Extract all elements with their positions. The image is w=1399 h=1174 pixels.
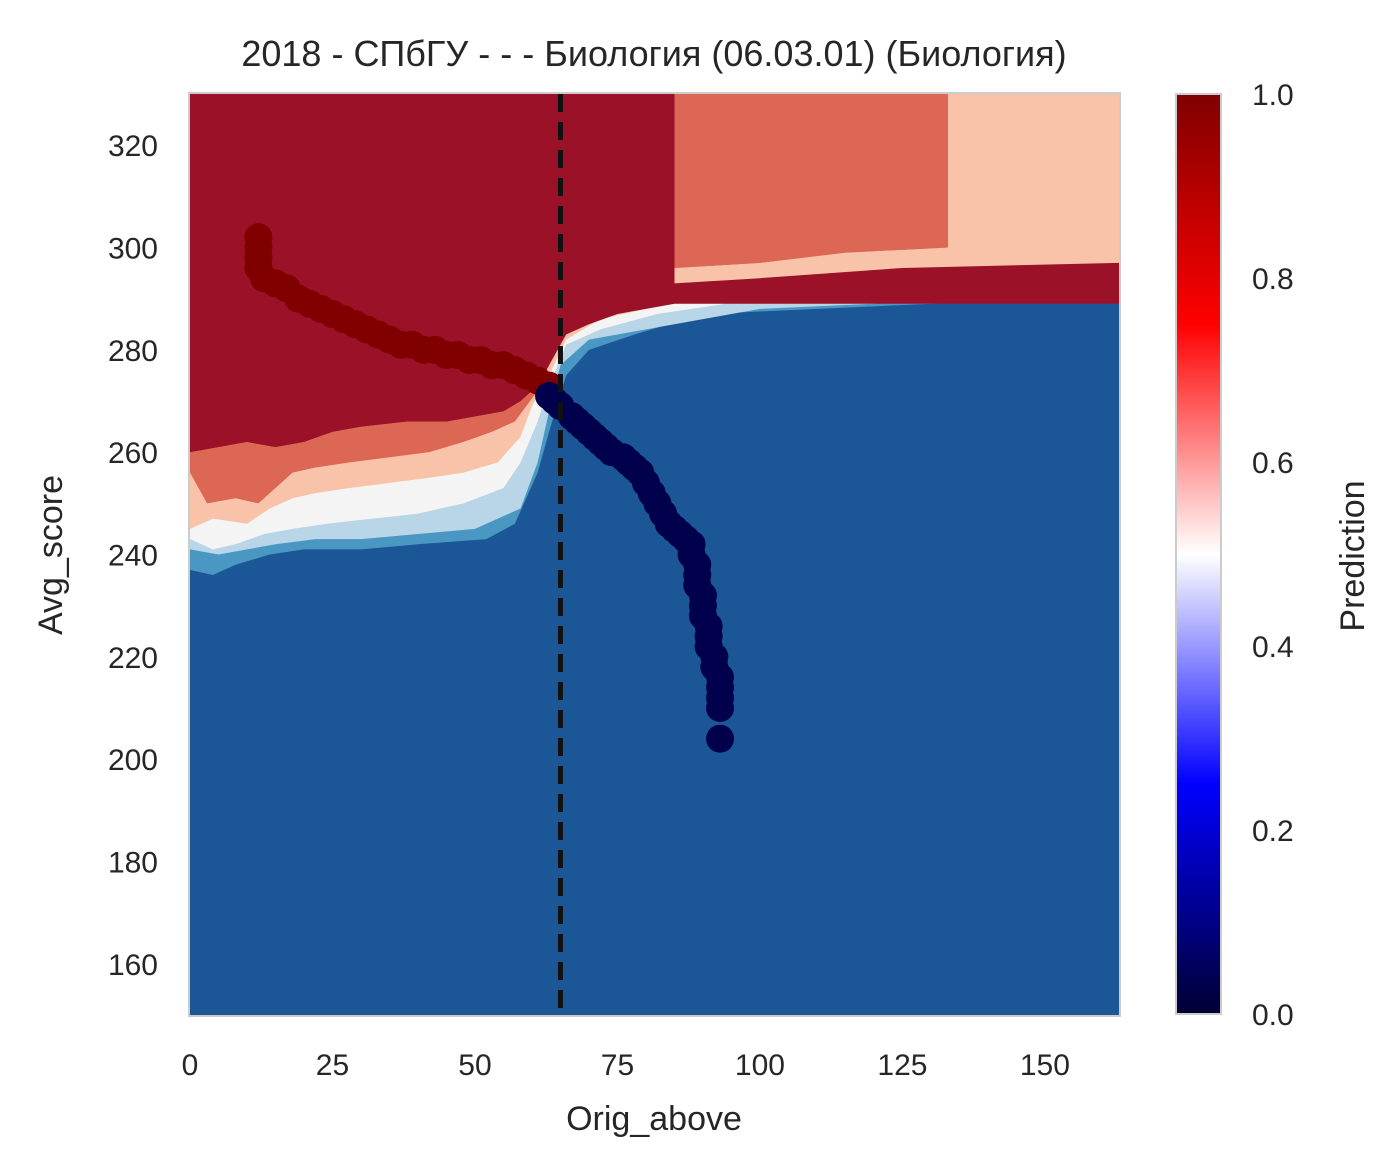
y-tick-label: 220 bbox=[108, 642, 158, 675]
y-tick-label: 200 bbox=[108, 744, 158, 777]
x-axis-label: Orig_above bbox=[566, 1100, 742, 1138]
y-tick-label: 300 bbox=[108, 233, 158, 266]
colorbar-tick-label: 0.4 bbox=[1252, 631, 1294, 664]
point-rejected bbox=[706, 724, 735, 753]
y-tick-label: 260 bbox=[108, 437, 158, 470]
colorbar-tick-label: 0.8 bbox=[1252, 263, 1294, 296]
colorbar-gradient bbox=[1176, 94, 1221, 1014]
x-tick-label: 75 bbox=[601, 1049, 634, 1082]
colorbar-label: Prediction bbox=[1334, 480, 1372, 631]
plot-area bbox=[190, 94, 1119, 1015]
x-axis-ticks: 0 25 50 75 100 125 150 bbox=[182, 1049, 1070, 1082]
colorbar-frame bbox=[1175, 93, 1222, 1015]
colorbar-ticks: 0.0 0.2 0.4 0.6 0.8 1.0 bbox=[1252, 79, 1294, 1032]
x-tick-label: 150 bbox=[1020, 1049, 1070, 1082]
colorbar-tick-label: 1.0 bbox=[1252, 79, 1294, 112]
colorbar-tick-label: 0.0 bbox=[1252, 999, 1294, 1032]
colorbar-tick-label: 0.6 bbox=[1252, 447, 1294, 480]
y-tick-label: 320 bbox=[108, 130, 158, 163]
y-tick-label: 180 bbox=[108, 847, 158, 880]
region-upper-mid bbox=[674, 94, 949, 268]
y-axis-ticks: 160 180 200 220 240 260 280 300 320 bbox=[108, 130, 158, 982]
region-upper-right bbox=[948, 94, 1119, 248]
colorbar: 0.0 0.2 0.4 0.6 0.8 1.0 Prediction bbox=[1175, 79, 1372, 1032]
y-tick-label: 280 bbox=[108, 335, 158, 368]
colorbar-tick-label: 0.2 bbox=[1252, 815, 1294, 848]
region-high bbox=[190, 94, 675, 453]
data-points bbox=[244, 223, 735, 753]
x-tick-label: 0 bbox=[182, 1049, 199, 1082]
y-tick-label: 160 bbox=[108, 949, 158, 982]
point-rejected bbox=[706, 694, 735, 722]
x-tick-label: 50 bbox=[458, 1049, 491, 1082]
x-tick-label: 125 bbox=[877, 1049, 927, 1082]
chart-title: 2018 - СПбГУ - - - Биология (06.03.01) (… bbox=[241, 33, 1066, 74]
x-tick-label: 100 bbox=[735, 1049, 785, 1082]
plot-frame bbox=[188, 92, 1121, 1017]
x-tick-label: 25 bbox=[316, 1049, 349, 1082]
decision-regions bbox=[190, 94, 1119, 1015]
y-tick-label: 240 bbox=[108, 540, 158, 573]
region-upper-band bbox=[674, 247, 1119, 284]
y-axis-label: Avg_score bbox=[32, 475, 70, 635]
